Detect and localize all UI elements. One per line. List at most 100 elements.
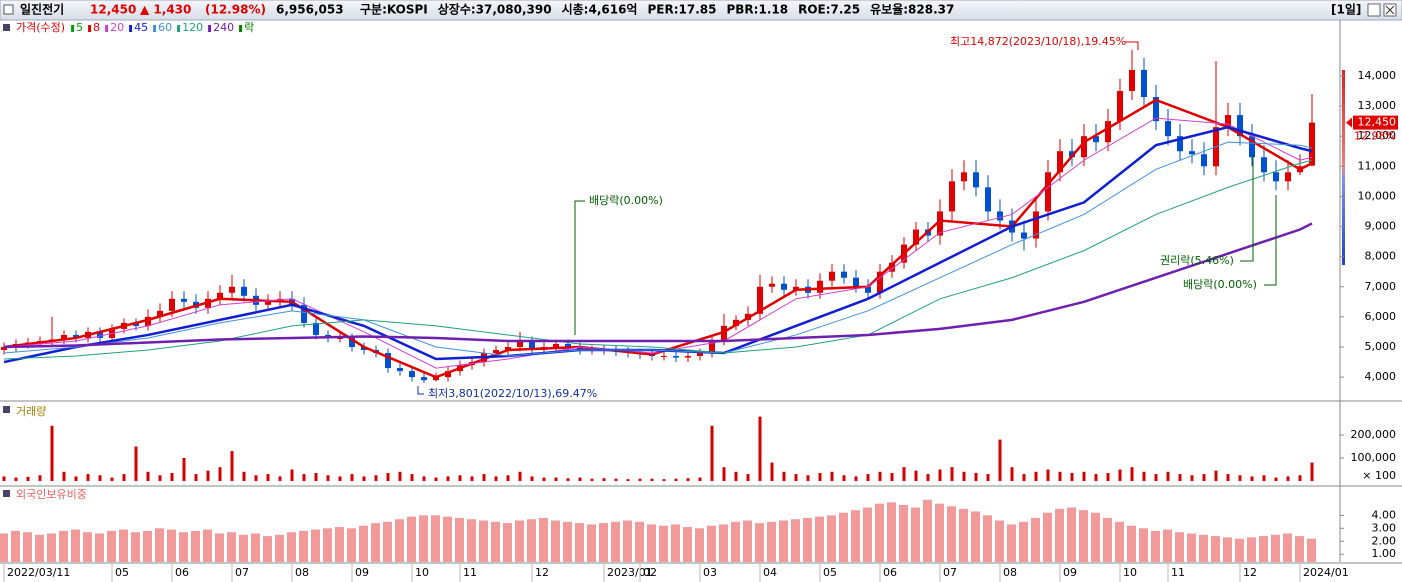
bar <box>59 530 68 562</box>
bar <box>98 475 102 481</box>
window-button[interactable] <box>1367 3 1381 17</box>
bar <box>2 476 6 481</box>
candle-body <box>1081 136 1087 158</box>
x-tick-label: 11 <box>1171 566 1185 579</box>
bar <box>371 523 380 562</box>
bar <box>323 528 332 562</box>
bar <box>1262 475 1266 481</box>
candle-body <box>1285 172 1291 182</box>
bar <box>503 523 512 562</box>
bar <box>62 471 66 481</box>
legend-swatch <box>88 25 92 32</box>
bar <box>587 524 596 562</box>
bar <box>1058 471 1062 481</box>
y-tick-label: 9,000 <box>1365 220 1397 233</box>
bar <box>38 475 42 481</box>
bar <box>1298 475 1302 481</box>
candle-body <box>997 211 1003 221</box>
bar <box>839 512 848 562</box>
bar <box>998 439 1002 481</box>
bar <box>491 521 500 562</box>
bar <box>695 528 704 562</box>
candle-body <box>1153 96 1159 122</box>
bar <box>467 519 476 562</box>
bar <box>1118 469 1122 481</box>
bar <box>1295 536 1304 562</box>
candle-body <box>865 286 871 293</box>
bar <box>1250 476 1254 481</box>
candle-body <box>1309 122 1315 166</box>
bar <box>1283 533 1292 562</box>
bar <box>479 520 488 562</box>
candle-body <box>985 187 991 212</box>
candle-body <box>661 356 667 358</box>
candle-body <box>913 229 919 245</box>
bar <box>143 530 152 562</box>
bar <box>830 471 834 481</box>
y-tick-label: 11,000 <box>1358 159 1397 172</box>
bar <box>1310 462 1314 481</box>
candle-body <box>781 283 787 290</box>
bar <box>1259 536 1268 562</box>
x-tick-label: 03 <box>703 566 717 579</box>
candle-body <box>1105 121 1111 143</box>
candle-body <box>841 271 847 278</box>
bar <box>962 471 966 481</box>
candle-body <box>445 371 451 378</box>
x-tick-label: 06 <box>175 566 189 579</box>
bar <box>626 479 630 481</box>
bar <box>806 475 810 481</box>
bar <box>590 478 594 481</box>
candle-body <box>241 286 247 296</box>
bar <box>602 478 606 481</box>
bar <box>206 470 210 481</box>
legend-label: 120 <box>182 21 203 34</box>
bar <box>698 477 702 481</box>
bar <box>1130 467 1134 481</box>
x-tick-label: 07 <box>943 566 957 579</box>
bar <box>659 525 668 562</box>
stock-name: 일진전기 <box>20 2 64 17</box>
y-tick-label: 5,000 <box>1365 340 1397 353</box>
bar <box>1034 471 1038 481</box>
bar <box>302 474 306 481</box>
price-range-bar <box>1342 70 1345 265</box>
bar <box>1226 474 1230 481</box>
bar <box>599 523 608 562</box>
bar <box>50 425 54 481</box>
candle-body <box>337 337 343 339</box>
x-tick-label: 2023/01 <box>607 566 653 579</box>
bar <box>383 521 392 562</box>
candle-body <box>1117 90 1123 122</box>
bar <box>1175 532 1184 562</box>
bar <box>842 475 846 481</box>
bar <box>215 533 224 562</box>
bar <box>446 476 450 481</box>
bar <box>431 515 440 562</box>
bar <box>1127 525 1136 562</box>
x-tick-label: 09 <box>1063 566 1077 579</box>
candle-body <box>349 337 355 347</box>
candle-body <box>553 343 559 347</box>
bar <box>386 472 390 481</box>
bar <box>863 507 872 562</box>
y-tick-label: 14,000 <box>1358 69 1397 82</box>
bar <box>746 474 750 481</box>
bar <box>539 517 548 562</box>
candle-body <box>229 286 235 293</box>
candle-body <box>877 271 883 293</box>
candle-body <box>385 353 391 369</box>
bar <box>326 475 330 481</box>
y-tick-label: 200,000 <box>1351 428 1397 441</box>
header-field: PBR:1.18 <box>726 3 788 17</box>
bar <box>299 530 308 562</box>
x-tick-label: 12 <box>1243 566 1257 579</box>
bar <box>239 534 248 562</box>
bar <box>542 477 546 481</box>
bar <box>134 446 138 481</box>
x-tick-label: 10 <box>1123 566 1137 579</box>
candle-body <box>1045 172 1051 212</box>
legend-label: 60 <box>158 21 172 34</box>
bar <box>611 521 620 562</box>
